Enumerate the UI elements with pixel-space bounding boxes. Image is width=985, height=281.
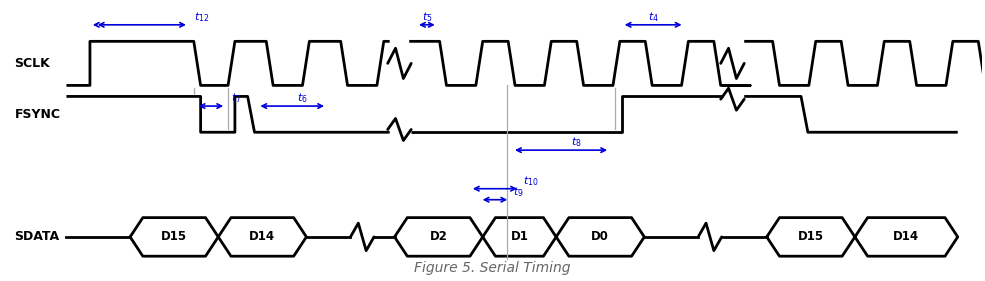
Text: $t_{7}$: $t_{7}$ [231,91,241,105]
Text: $t_{6}$: $t_{6}$ [297,91,308,105]
Text: $t_{12}$: $t_{12}$ [194,10,209,24]
Text: SCLK: SCLK [15,57,50,70]
Text: $t_{5}$: $t_{5}$ [422,10,432,24]
Text: $t_{4}$: $t_{4}$ [648,10,659,24]
Text: D0: D0 [591,230,609,243]
Text: $t_{10}$: $t_{10}$ [523,174,539,188]
Text: D14: D14 [893,230,919,243]
Text: Figure 5. Serial Timing: Figure 5. Serial Timing [415,261,570,275]
Text: $t_{8}$: $t_{8}$ [571,135,581,149]
Text: D1: D1 [510,230,528,243]
Text: $t_{9}$: $t_{9}$ [513,185,524,199]
Text: D15: D15 [162,230,187,243]
Text: D14: D14 [249,230,276,243]
Text: D2: D2 [429,230,447,243]
Text: SDATA: SDATA [15,230,60,243]
Text: FSYNC: FSYNC [15,108,60,121]
Text: D15: D15 [798,230,823,243]
